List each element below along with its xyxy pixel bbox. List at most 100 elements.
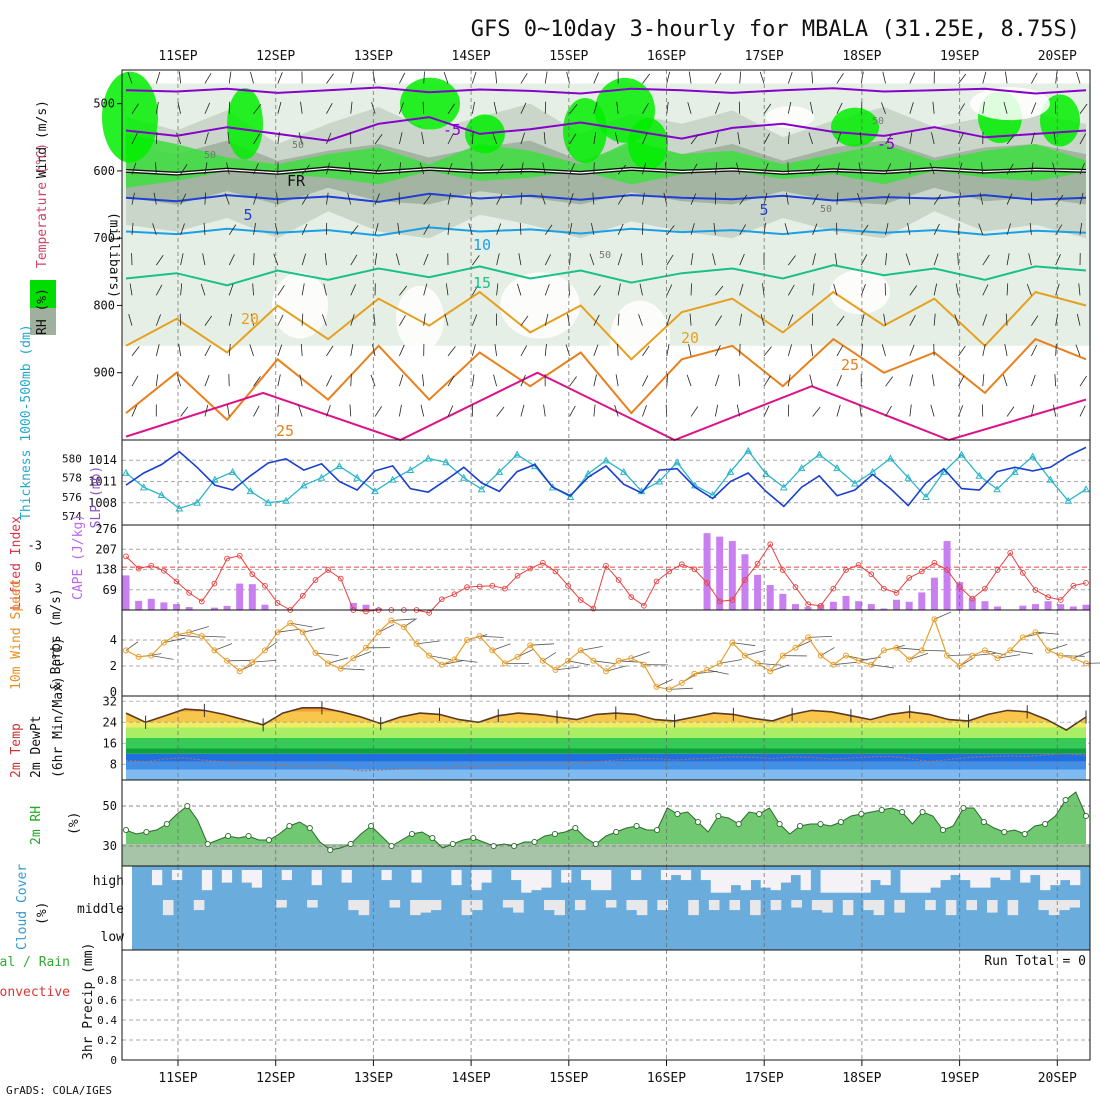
wind-barb bbox=[447, 375, 455, 387]
wind-barb-10m bbox=[555, 666, 579, 671]
wind-barb bbox=[471, 101, 475, 114]
thickness-point bbox=[779, 483, 788, 491]
lifted-index-point bbox=[918, 568, 925, 575]
lifted-index-point bbox=[1045, 594, 1051, 600]
wind-barb bbox=[399, 344, 405, 357]
wind-barb bbox=[593, 374, 597, 387]
lifted-index-point bbox=[843, 567, 849, 573]
lifted-index-point bbox=[476, 583, 483, 590]
wind-speed-point bbox=[249, 659, 256, 666]
precip-tick-label: 0.2 bbox=[97, 1034, 117, 1047]
isotherm-line bbox=[125, 192, 1087, 203]
thickness-tick-label: 576 bbox=[62, 491, 82, 504]
lifted-index-point bbox=[1032, 587, 1039, 593]
cape-bar bbox=[930, 577, 938, 610]
cape-bar bbox=[173, 604, 181, 610]
lifted-index-point bbox=[931, 560, 938, 566]
wind-speed-point bbox=[754, 660, 761, 667]
wind-barb bbox=[739, 71, 742, 84]
wind-tick-label: 2 bbox=[110, 659, 117, 673]
wind-barb bbox=[447, 162, 453, 175]
wind-barb bbox=[131, 162, 137, 175]
cloud-cell-high bbox=[521, 870, 532, 893]
wind-barb bbox=[593, 102, 598, 114]
wind-speed-point bbox=[312, 650, 319, 656]
wind-speed-point bbox=[489, 647, 496, 654]
rh-legend-swatch-low bbox=[30, 308, 56, 335]
thickness-point bbox=[228, 467, 237, 475]
wind-barb bbox=[885, 222, 889, 235]
cloud-cell-high bbox=[531, 870, 542, 891]
wind-barb bbox=[617, 253, 623, 266]
wind-barb bbox=[958, 73, 967, 84]
wind-barb bbox=[787, 344, 792, 357]
precip-tick-label: 0.6 bbox=[97, 994, 117, 1007]
wind-barb bbox=[1078, 283, 1081, 296]
wind-barb bbox=[228, 71, 232, 84]
lifted-index-point bbox=[577, 597, 584, 603]
wind-barb bbox=[326, 103, 333, 114]
wind-barb bbox=[811, 71, 814, 84]
wind-barb bbox=[128, 313, 133, 326]
lifted-index-point bbox=[337, 575, 344, 582]
wind-barb bbox=[326, 132, 332, 145]
wind-barb-10m bbox=[997, 654, 1021, 659]
lifted-index-point bbox=[249, 571, 256, 578]
lifted-index-point bbox=[262, 582, 268, 589]
cape-bar bbox=[135, 600, 143, 610]
wind-barb bbox=[933, 313, 936, 326]
wind-barb bbox=[250, 71, 254, 84]
cape-bar bbox=[185, 607, 193, 610]
wind-barb bbox=[617, 223, 624, 235]
thickness-point bbox=[282, 496, 290, 504]
wind-barb bbox=[836, 192, 839, 205]
wind-barb bbox=[253, 104, 262, 114]
cape-bar bbox=[1069, 606, 1077, 610]
cloud-cell-middle bbox=[1059, 900, 1070, 911]
rh-area-base bbox=[122, 844, 1090, 866]
wind-barb bbox=[155, 374, 159, 387]
rh-point bbox=[388, 842, 395, 850]
wind-barb bbox=[518, 253, 522, 266]
rh-point bbox=[1042, 820, 1049, 828]
wind-barb bbox=[639, 283, 643, 296]
wind-barb bbox=[569, 133, 577, 145]
contour-label: 25 bbox=[276, 422, 294, 440]
rh-band-bright bbox=[126, 133, 1086, 188]
wind-barb bbox=[350, 374, 352, 387]
wind-barb bbox=[1005, 71, 1008, 84]
wind-barb bbox=[569, 104, 578, 114]
wind-barb bbox=[714, 162, 718, 175]
contour-label: 50 bbox=[204, 150, 216, 161]
side-label-rh-unit: (%) bbox=[67, 812, 82, 835]
thickness-point bbox=[904, 473, 913, 481]
wind-barb bbox=[422, 374, 425, 387]
wind-barb bbox=[131, 133, 138, 145]
wind-speed-point bbox=[918, 647, 925, 654]
x-tick-label-top: 12SEP bbox=[256, 49, 295, 64]
wind-barb bbox=[1079, 162, 1085, 175]
thickness-point bbox=[1046, 475, 1055, 483]
wind-speed-point bbox=[1045, 647, 1052, 654]
wind-barb bbox=[349, 404, 352, 417]
wind-speed-point bbox=[1032, 629, 1039, 636]
wind-barb bbox=[350, 254, 358, 266]
contour-label: 20 bbox=[681, 329, 699, 347]
wind-barb bbox=[1028, 253, 1032, 266]
wind-barb bbox=[399, 374, 404, 387]
lifted-index-point bbox=[363, 608, 369, 615]
chart-title: GFS 0~10day 3-hourly for MBALA (31.25E, … bbox=[471, 17, 1080, 42]
wind-barb bbox=[812, 283, 815, 296]
wind-speed-point bbox=[375, 629, 382, 636]
wind-barb bbox=[690, 223, 695, 235]
wind-barb bbox=[277, 314, 284, 326]
contour-label: 50 bbox=[292, 140, 304, 151]
lifted-index-point bbox=[123, 553, 129, 560]
wind-barb-10m bbox=[921, 650, 946, 652]
wind-barb bbox=[1079, 405, 1086, 417]
x-tick-label-bottom: 18SEP bbox=[842, 1071, 881, 1086]
cloud-cell-high bbox=[451, 870, 462, 886]
lifted-index-point bbox=[855, 562, 862, 568]
lifted-index-point bbox=[236, 552, 243, 559]
